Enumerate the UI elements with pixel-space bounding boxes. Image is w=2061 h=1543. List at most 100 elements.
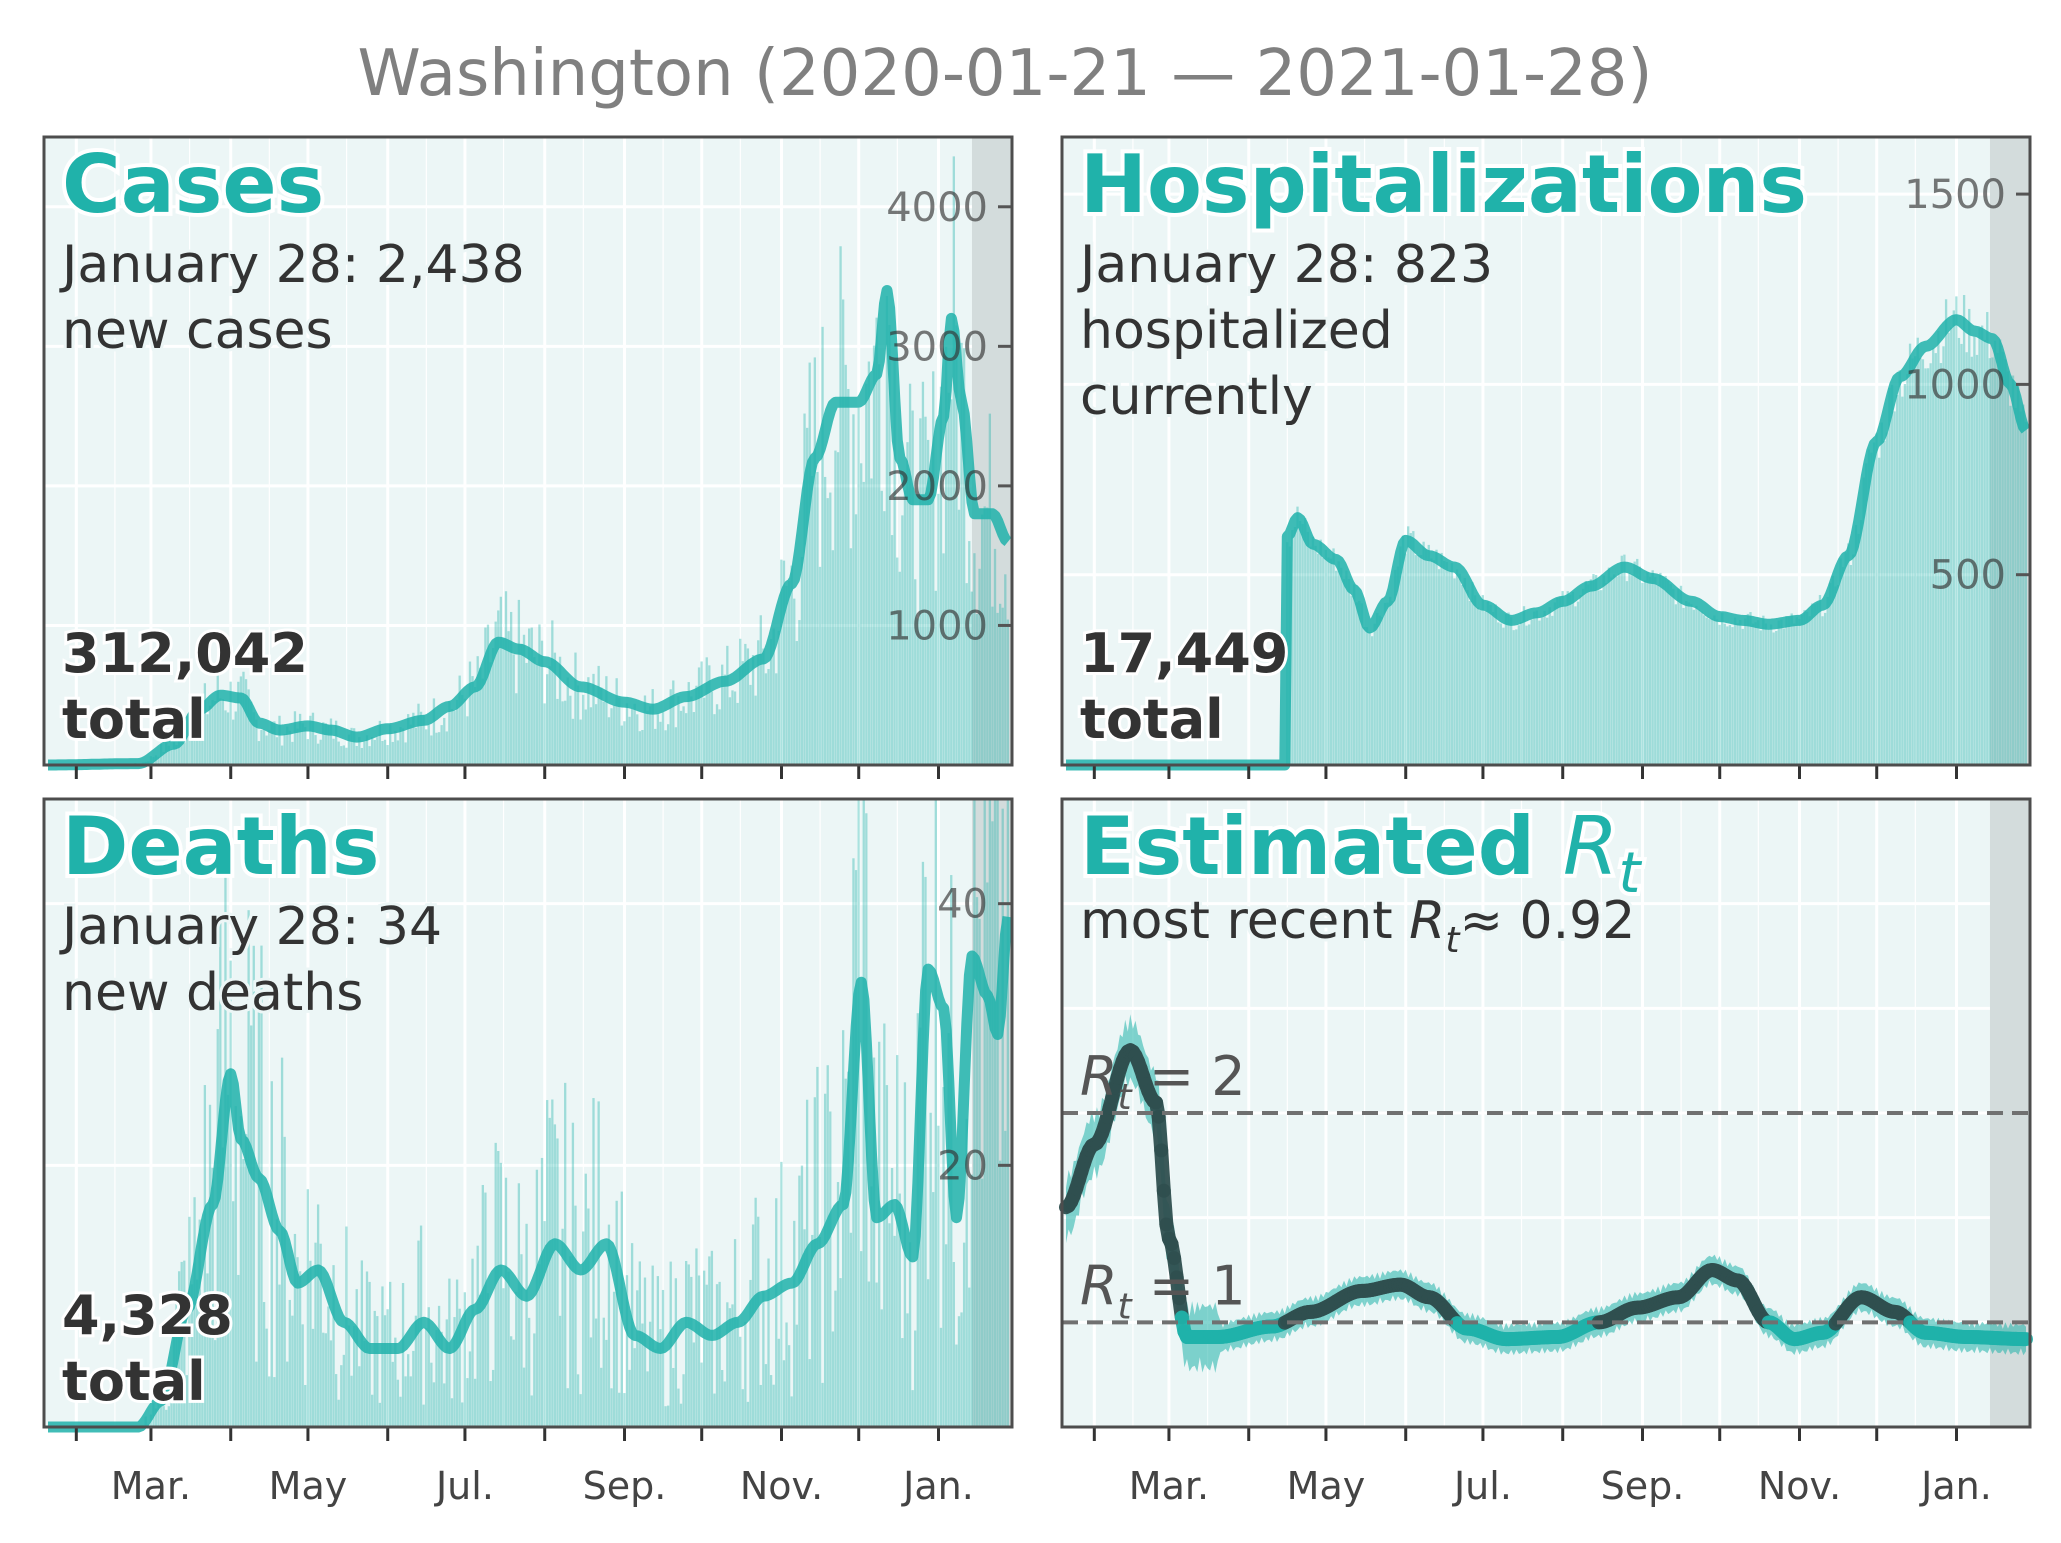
hospitalizations-daily-bar xyxy=(1723,623,1726,765)
hospitalizations-daily-bar xyxy=(1679,585,1683,765)
hospitalizations-daily-bar xyxy=(1988,358,1991,765)
cases-daily-bar xyxy=(811,475,814,765)
hospitalizations-daily-bar xyxy=(1831,575,1834,765)
cases-daily-bar xyxy=(494,621,497,765)
deaths-daily-bar xyxy=(782,1360,786,1427)
deaths-daily-bar xyxy=(399,1396,402,1427)
hospitalizations-daily-bar xyxy=(1319,539,1322,765)
deaths-daily-bar xyxy=(332,1265,335,1427)
deaths-daily-bar xyxy=(795,1324,798,1427)
cases-daily-bar xyxy=(862,481,865,765)
cases-daily-bar xyxy=(921,381,925,765)
hospitalizations-daily-bar xyxy=(1888,387,1891,765)
deaths-daily-bar xyxy=(468,1351,472,1427)
cases-daily-bar xyxy=(754,695,757,765)
cases-daily-bar xyxy=(525,662,528,765)
hospitalizations-daily-bar xyxy=(1327,557,1330,765)
deaths-daily-bar xyxy=(183,1260,186,1427)
cases-daily-bar xyxy=(203,683,207,765)
cases-daily-bar xyxy=(584,709,587,765)
hospitalizations-daily-bar xyxy=(1690,604,1693,765)
hospitalizations-daily-bar xyxy=(1878,457,1881,765)
deaths-daily-bar xyxy=(839,1278,842,1427)
cases-daily-bar xyxy=(893,359,896,765)
cases-daily-bar xyxy=(929,476,932,765)
hospitalizations-daily-bar xyxy=(2001,351,2004,765)
hospitalizations-daily-bar xyxy=(1684,600,1688,765)
cases-y-tick-label: 2000 xyxy=(886,464,988,510)
deaths-daily-bar xyxy=(314,1242,317,1427)
hospitalizations-daily-bar xyxy=(1973,336,1976,765)
hospitalizations-daily-bar xyxy=(1664,575,1667,765)
deaths-daily-bar xyxy=(497,1150,500,1427)
deaths-daily-bar xyxy=(548,1117,551,1427)
deaths-title: Deaths xyxy=(62,800,379,893)
cases-daily-bar xyxy=(275,737,279,765)
hospitalizations-daily-bar xyxy=(1852,554,1855,765)
deaths-daily-bar xyxy=(208,1104,212,1427)
cases-daily-bar xyxy=(947,392,950,765)
deaths-daily-bar xyxy=(692,1342,696,1427)
deaths-daily-bar xyxy=(551,1099,554,1427)
cases-daily-bar xyxy=(759,615,762,765)
hospitalizations-daily-bar xyxy=(1440,552,1443,765)
cases-daily-bar xyxy=(561,701,564,765)
deaths-daily-bar xyxy=(908,1242,912,1427)
deaths-daily-bar xyxy=(960,1312,963,1427)
cases-daily-bar xyxy=(548,666,551,765)
hospitalizations-daily-bar xyxy=(1947,332,1950,765)
deaths-daily-bar xyxy=(605,1339,608,1427)
cases-daily-bar xyxy=(615,678,618,765)
hospitalizations-daily-bar xyxy=(1329,558,1333,765)
deaths-daily-bar xyxy=(242,1159,245,1427)
deaths-daily-bar xyxy=(159,1394,163,1427)
cases-daily-bar xyxy=(239,676,243,765)
cases-daily-bar xyxy=(340,746,343,765)
deaths-daily-bar xyxy=(947,1033,950,1427)
hospitalizations-daily-bar xyxy=(1823,612,1827,765)
cases-daily-bar xyxy=(232,719,235,765)
hospitalizations-daily-bar xyxy=(1669,584,1672,765)
cases-daily-bar xyxy=(793,598,796,765)
cases-y-axis: 1000 2000 3000 4000 xyxy=(886,185,1012,649)
deaths-daily-bar xyxy=(401,1283,405,1427)
cases-daily-bar xyxy=(762,648,765,765)
cases-plot-background xyxy=(44,137,1012,765)
cases-daily-bar xyxy=(195,714,199,765)
cases-daily-bar xyxy=(955,325,958,765)
hospitalizations-daily-bar xyxy=(1370,636,1374,765)
cases-daily-bar xyxy=(512,654,515,765)
cases-daily-bar xyxy=(646,710,649,765)
hospitalizations-daily-bar xyxy=(1741,628,1744,765)
cases-daily-bar xyxy=(669,689,672,765)
deaths-daily-bar xyxy=(512,1339,515,1427)
deaths-daily-bar xyxy=(757,1216,760,1427)
deaths-daily-bar xyxy=(190,1284,194,1427)
hospitalizations-daily-bar xyxy=(1780,619,1783,765)
deaths-daily-bar xyxy=(286,1361,289,1427)
deaths-daily-bar xyxy=(301,1324,304,1427)
deaths-latest-label: new deaths xyxy=(62,963,363,1023)
deaths-daily-bar xyxy=(883,1023,886,1427)
hospitalizations-daily-bar xyxy=(1427,544,1430,765)
cases-daily-bar xyxy=(170,749,173,765)
cases-daily-bar xyxy=(502,638,505,765)
hospitalizations-daily-bar xyxy=(1517,625,1521,765)
hospitalizations-daily-bar xyxy=(1579,594,1582,765)
hospitalizations-daily-bar xyxy=(1471,582,1474,765)
cases-daily-bar xyxy=(695,685,698,765)
hospitalizations-daily-bar xyxy=(1414,555,1418,765)
deaths-daily-bar xyxy=(311,1328,315,1427)
cases-daily-bar xyxy=(350,727,353,765)
cases-daily-bar xyxy=(484,627,487,765)
rt-x-tick-label: Sep. xyxy=(1601,1464,1685,1508)
cases-daily-bar xyxy=(700,661,703,765)
cases-daily-bar xyxy=(216,674,219,765)
hospitalizations-daily-bar xyxy=(1502,627,1505,765)
hospitalizations-daily-bar xyxy=(1298,520,1302,765)
cases-daily-bar xyxy=(175,745,178,765)
deaths-daily-bar xyxy=(430,1362,433,1427)
cases-daily-bar xyxy=(690,696,693,765)
cases-daily-bar xyxy=(628,716,631,765)
hospitalizations-daily-bar xyxy=(1525,625,1528,765)
